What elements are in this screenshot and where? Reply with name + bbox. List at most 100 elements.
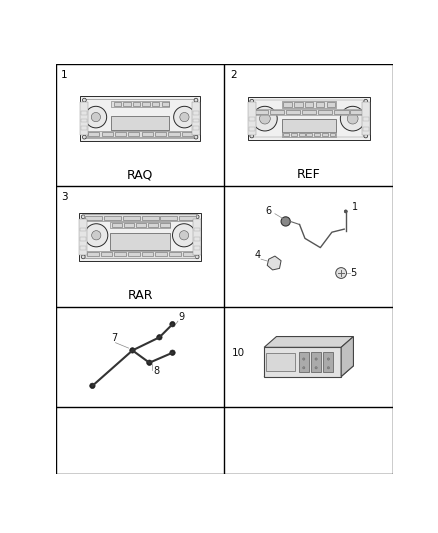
Bar	[136, 223, 146, 227]
Circle shape	[157, 335, 162, 340]
Bar	[283, 133, 289, 136]
Bar	[350, 110, 364, 114]
Circle shape	[303, 367, 305, 369]
Text: RAQ: RAQ	[127, 168, 153, 181]
Bar	[248, 98, 370, 140]
Bar	[322, 133, 328, 136]
Bar	[299, 133, 304, 136]
Bar	[80, 246, 86, 250]
Bar	[152, 102, 159, 106]
Circle shape	[315, 358, 317, 360]
Bar	[249, 127, 255, 131]
Circle shape	[340, 106, 365, 131]
Circle shape	[259, 113, 270, 124]
Bar	[85, 216, 102, 220]
Bar	[326, 102, 335, 107]
Bar	[123, 216, 140, 220]
Circle shape	[327, 367, 329, 369]
Bar	[314, 133, 320, 136]
Text: 7: 7	[111, 333, 117, 343]
Bar	[183, 252, 194, 256]
Circle shape	[180, 231, 189, 240]
Bar	[81, 102, 88, 135]
Bar	[249, 117, 255, 122]
Bar	[87, 131, 194, 137]
Circle shape	[170, 321, 175, 327]
Bar	[283, 102, 292, 107]
Text: 1: 1	[352, 202, 358, 212]
Bar	[169, 132, 180, 136]
Circle shape	[250, 99, 254, 103]
Bar	[128, 252, 140, 256]
Bar	[299, 352, 309, 372]
Bar	[81, 126, 88, 130]
Bar	[253, 109, 365, 115]
Text: 10: 10	[232, 348, 245, 358]
Bar	[335, 110, 349, 114]
Bar	[81, 96, 200, 141]
Polygon shape	[264, 366, 353, 377]
Bar	[270, 110, 284, 114]
Text: 2: 2	[230, 70, 237, 80]
Bar	[142, 252, 153, 256]
Circle shape	[303, 358, 305, 360]
Circle shape	[336, 268, 346, 278]
Circle shape	[85, 106, 107, 128]
Bar	[250, 100, 367, 138]
Circle shape	[173, 224, 196, 247]
Bar	[162, 102, 169, 106]
Bar	[194, 228, 200, 231]
Bar	[169, 252, 181, 256]
Text: 1: 1	[61, 70, 68, 80]
Bar	[133, 102, 140, 106]
Circle shape	[82, 135, 86, 139]
Bar	[111, 116, 169, 130]
Circle shape	[315, 367, 317, 369]
Bar	[282, 119, 336, 132]
Circle shape	[194, 135, 198, 139]
Bar	[123, 102, 131, 106]
Bar	[142, 132, 153, 136]
Bar	[311, 352, 321, 372]
Bar	[193, 219, 201, 255]
Circle shape	[81, 215, 85, 219]
Text: 9: 9	[179, 312, 185, 321]
Text: 3: 3	[61, 192, 68, 202]
Bar	[254, 110, 268, 114]
Circle shape	[147, 360, 152, 366]
Bar	[114, 252, 126, 256]
Text: 8: 8	[153, 366, 159, 376]
Bar	[85, 251, 195, 257]
Bar	[282, 101, 336, 108]
Circle shape	[344, 210, 347, 213]
Bar	[316, 102, 324, 107]
Bar	[363, 127, 369, 131]
Bar	[101, 252, 113, 256]
Circle shape	[253, 106, 277, 131]
Bar	[305, 102, 314, 107]
Bar	[124, 223, 134, 227]
Text: 6: 6	[266, 206, 272, 216]
Circle shape	[327, 358, 329, 360]
Bar	[193, 119, 199, 123]
Bar	[79, 219, 87, 255]
Circle shape	[92, 231, 101, 240]
Circle shape	[82, 98, 86, 102]
Bar	[192, 102, 200, 135]
Circle shape	[90, 383, 95, 389]
Bar	[84, 99, 197, 138]
Bar	[294, 102, 303, 107]
Bar	[81, 111, 88, 115]
Bar	[248, 102, 256, 135]
Bar	[160, 223, 170, 227]
Text: REF: REF	[297, 168, 321, 181]
Circle shape	[130, 348, 135, 353]
Bar	[84, 214, 196, 221]
Bar	[307, 133, 312, 136]
Bar	[155, 132, 166, 136]
Bar	[148, 223, 158, 227]
Circle shape	[194, 98, 198, 102]
Bar	[194, 246, 200, 250]
Bar	[318, 110, 332, 114]
Bar	[88, 132, 99, 136]
